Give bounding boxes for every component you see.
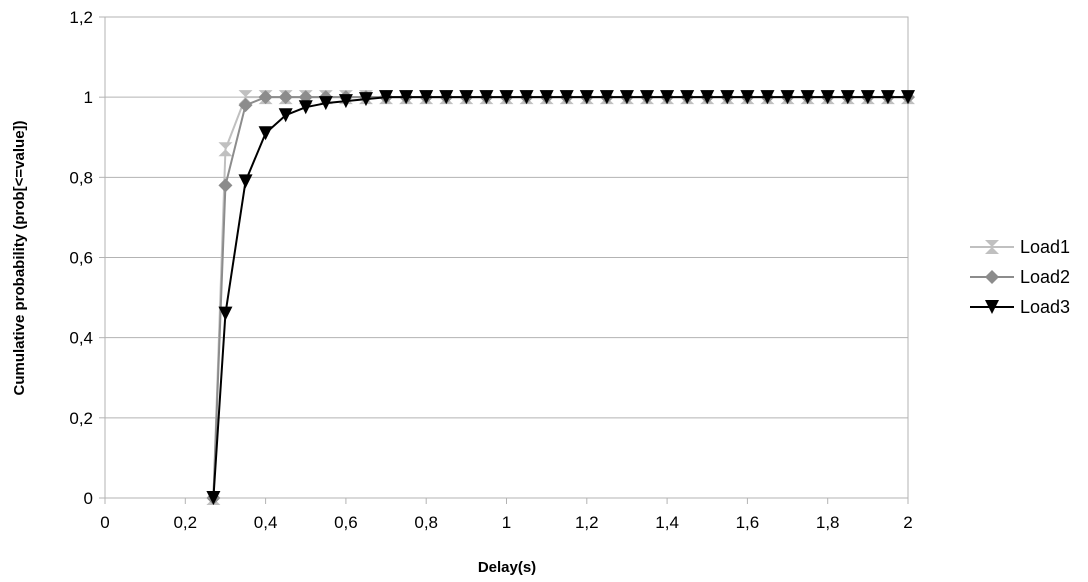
x-tick-label: 1,4	[655, 513, 679, 532]
data-point	[740, 90, 755, 105]
data-point	[640, 90, 655, 105]
data-point	[559, 90, 574, 105]
x-tick-label: 1	[502, 513, 511, 532]
x-tick-label: 0,6	[334, 513, 358, 532]
legend: Load1 Load2 Load3	[970, 237, 1070, 317]
data-point	[840, 90, 855, 105]
gridlines	[105, 16, 908, 499]
y-tick-label: 0,8	[69, 168, 93, 187]
data-point	[379, 90, 394, 105]
legend-entry-load2: Load2	[970, 267, 1070, 287]
data-point	[238, 90, 253, 105]
y-axis-label: Cumulative probability (prob[<=value])	[11, 120, 28, 395]
data-point	[800, 90, 815, 105]
legend-marker	[985, 300, 999, 314]
x-tick-label: 0,4	[254, 513, 278, 532]
data-point	[278, 108, 293, 123]
data-point	[680, 90, 695, 105]
data-point	[439, 90, 454, 105]
legend-label: Load2	[1020, 267, 1070, 287]
series-line-load3	[212, 96, 908, 499]
data-point	[700, 90, 715, 105]
x-axis-ticks: 0 0,2 0,4 0,6 0,8 1 1,2 1,4 1,6 1,8 2	[100, 498, 913, 532]
data-point	[318, 96, 333, 111]
legend-marker	[985, 240, 999, 254]
x-tick-label: 0	[100, 513, 109, 532]
legend-label: Load3	[1020, 297, 1070, 317]
x-tick-label: 1,6	[736, 513, 760, 532]
series-line-load1	[212, 96, 908, 499]
legend-marker	[985, 270, 999, 284]
data-point	[579, 90, 594, 105]
data-point	[278, 90, 293, 105]
x-tick-label: 1,2	[575, 513, 599, 532]
data-point	[206, 491, 221, 505]
data-point	[218, 306, 233, 321]
series-load3	[206, 90, 915, 505]
x-tick-label: 0,2	[173, 513, 197, 532]
data-point	[399, 90, 414, 105]
data-point	[419, 90, 434, 105]
data-point	[539, 90, 554, 105]
x-axis-label: Delay(s)	[478, 559, 536, 576]
data-point	[218, 142, 233, 157]
data-point	[760, 90, 775, 105]
data-point	[880, 90, 895, 105]
legend-label: Load1	[1020, 237, 1070, 257]
y-tick-label: 1	[84, 88, 93, 107]
series-line-load2	[212, 96, 908, 499]
data-point	[238, 98, 253, 113]
data-point	[258, 126, 273, 141]
x-tick-label: 0,8	[414, 513, 438, 532]
y-tick-label: 0,6	[69, 249, 93, 268]
data-point	[499, 90, 514, 105]
legend-entry-load1: Load1	[970, 237, 1070, 257]
data-point	[599, 90, 614, 105]
data-point	[780, 90, 795, 105]
y-tick-label: 0,4	[69, 329, 93, 348]
data-point	[338, 94, 353, 109]
data-point	[238, 174, 253, 189]
y-tick-label: 0	[84, 489, 93, 508]
data-point	[820, 90, 835, 105]
data-point	[258, 90, 273, 105]
data-point	[479, 90, 494, 105]
y-tick-label: 0,2	[69, 409, 93, 428]
data-point	[218, 178, 233, 193]
data-point	[358, 92, 373, 107]
data-point	[459, 90, 474, 105]
y-tick-label: 1,2	[69, 8, 93, 27]
series-load2	[206, 90, 915, 505]
data-point	[660, 90, 675, 105]
x-tick-label: 1,8	[816, 513, 840, 532]
data-point	[860, 90, 875, 105]
x-tick-label: 2	[903, 513, 912, 532]
data-point	[720, 90, 735, 105]
data-point	[901, 90, 915, 105]
y-axis-ticks: 0 0,2 0,4 0,6 0,8 1 1,2	[69, 8, 105, 508]
data-point	[519, 90, 534, 105]
data-point	[619, 90, 634, 105]
series-load1	[206, 90, 915, 505]
data-point	[298, 100, 313, 115]
series-layer	[206, 90, 915, 505]
legend-entry-load3: Load3	[970, 297, 1070, 317]
